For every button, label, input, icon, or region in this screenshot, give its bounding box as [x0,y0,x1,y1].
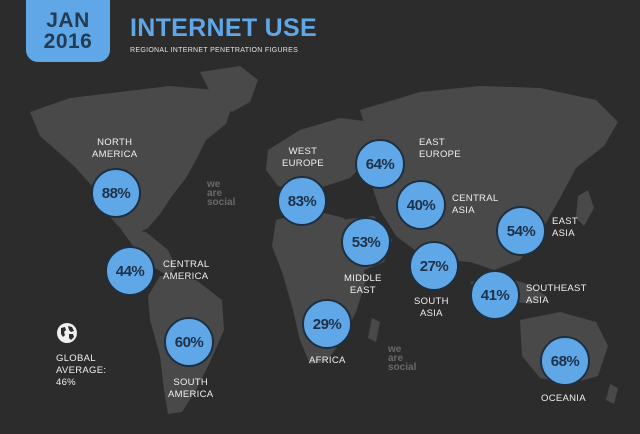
region-label-middle-east: MIDDLE EAST [344,273,382,297]
region-name-line: MIDDLE [344,273,382,284]
region-bubble-north-america: 88% [91,168,141,218]
region-bubble-central-america: 44% [105,246,155,296]
region-bubble-middle-east: 53% [341,217,391,267]
greenland-landmass [200,66,258,112]
region-label-east-asia: EAST ASIA [552,216,578,240]
region-name-line: EUROPE [419,149,461,160]
global-average-line: GLOBAL [56,353,96,364]
region-name-line: OCEANIA [541,393,586,404]
region-name-line: ASIA [552,228,575,239]
watermark-line: social [207,197,236,208]
region-name-line: ASIA [419,308,443,319]
europe-landmass [266,118,382,190]
region-name-line: SOUTH [173,377,209,388]
region-name-line: EAST [349,285,376,296]
region-name-line: SOUTH [414,296,449,307]
global-average-line: AVERAGE: [56,365,107,376]
north-america-landmass [30,86,232,236]
watermark-line: we [388,344,402,355]
region-label-north-america: NORTH AMERICA [92,137,137,161]
region-name-line: CENTRAL [163,259,210,270]
region-name-line: AMERICA [168,389,214,400]
region-bubble-east-asia: 54% [496,206,546,256]
region-name-line: NORTH [97,137,133,148]
madagascar-landmass [368,318,380,342]
region-name-line: EAST [552,216,579,227]
region-name-line: CENTRAL [452,193,499,204]
watermark-line: are [388,353,404,364]
region-label-central-america: CENTRAL AMERICA [163,259,209,283]
region-name-line: AMERICA [92,149,138,160]
new-zealand-landmass [606,384,618,404]
global-average: GLOBAL AVERAGE: 46% [56,353,106,389]
region-name-line: WEST [288,146,318,157]
region-name-line: EUROPE [282,158,324,169]
watermark-line: we [207,179,221,190]
region-label-central-asia: CENTRAL ASIA [452,193,498,217]
region-bubble-east-europe: 64% [355,139,405,189]
region-label-south-america: SOUTH AMERICA [168,377,213,401]
watermark-logo: we are social [388,344,417,373]
region-bubble-south-asia: 27% [409,241,459,291]
region-bubble-central-asia: 40% [396,180,446,230]
watermark-line: are [207,188,223,199]
region-name-line: EAST [419,137,446,148]
global-average-value: 46% [56,377,76,388]
watermark-logo: we are social [207,179,236,208]
region-name-line: SOUTHEAST [526,283,587,294]
region-bubble-southeast-asia: 41% [470,270,520,320]
region-name-line: AFRICA [309,355,346,366]
region-bubble-africa: 29% [302,299,352,349]
region-label-southeast-asia: SOUTHEAST ASIA [526,283,587,307]
globe-icon [57,323,77,343]
japan-landmass [576,190,594,226]
region-name-line: AMERICA [163,271,209,282]
date-year: 2016 [43,30,93,53]
region-name-line: ASIA [452,205,475,216]
region-bubble-west-europe: 83% [277,176,327,226]
region-label-south-asia: SOUTH ASIA [414,296,449,320]
date-badge: JAN 2016 [26,0,110,62]
region-label-east-europe: EAST EUROPE [419,137,461,161]
region-label-oceania: OCEANIA [541,393,586,405]
page-title: INTERNET USE [130,14,317,42]
page-subtitle: REGIONAL INTERNET PENETRATION FIGURES [130,47,299,54]
region-bubble-oceania: 68% [540,336,590,386]
region-name-line: ASIA [526,295,549,306]
date-month: JAN [46,9,90,32]
region-bubble-south-america: 60% [164,317,214,367]
central-america-landmass [120,228,176,276]
watermark-line: social [388,362,417,373]
region-label-west-europe: WEST EUROPE [282,146,324,170]
region-label-africa: AFRICA [309,355,346,367]
